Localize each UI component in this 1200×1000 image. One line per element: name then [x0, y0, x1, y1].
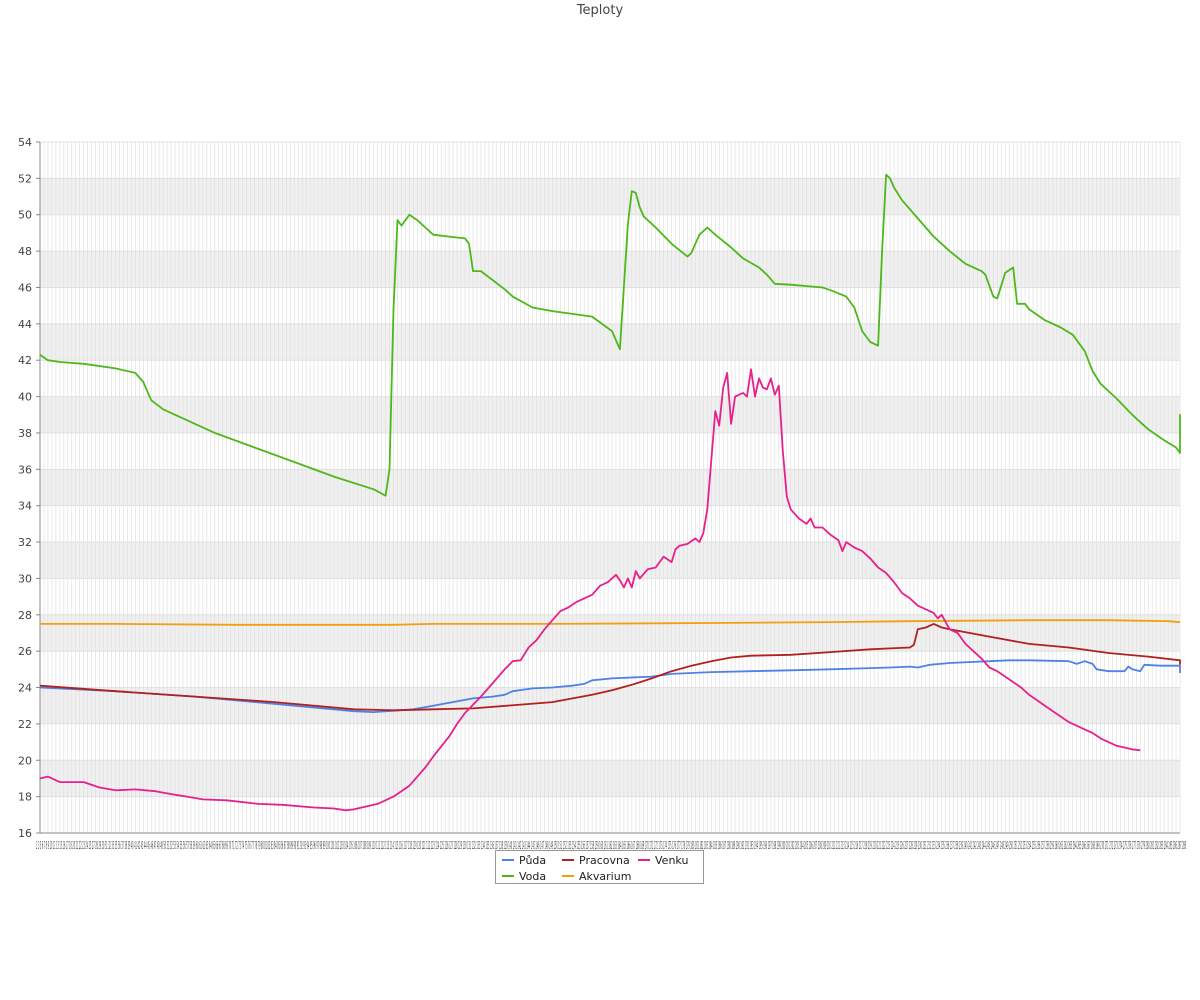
y-tick-label: 42 [18, 354, 32, 367]
legend-label: Pracovna [579, 854, 630, 867]
legend-label: Půda [519, 854, 547, 867]
y-tick-label: 52 [18, 172, 32, 185]
y-tick-label: 46 [18, 281, 32, 294]
y-tick-label: 28 [18, 609, 32, 622]
y-tick-label: 34 [18, 500, 32, 513]
y-tick-label: 18 [18, 791, 32, 804]
chart-axes [39, 142, 1180, 834]
grid-band [40, 542, 1180, 579]
grid-band [40, 760, 1180, 797]
legend-swatch [638, 859, 650, 861]
y-tick-label: 40 [18, 391, 32, 404]
chart-legend: Půda Voda Pracovna Akvarium Venku [495, 850, 704, 884]
y-tick-label: 30 [18, 572, 32, 585]
grid-band [40, 687, 1180, 724]
y-tick-label: 36 [18, 463, 32, 476]
y-gridlines [40, 141, 1180, 834]
legend-label: Akvarium [579, 870, 632, 883]
series-line-3 [40, 619, 1181, 626]
y-tick-label: 50 [18, 209, 32, 222]
legend-item: Akvarium [562, 869, 631, 885]
legend-label: Venku [655, 854, 689, 867]
series-line-2 [39, 623, 1181, 712]
grid-band [40, 251, 1180, 288]
y-tick-label: 44 [18, 318, 32, 331]
y-tick-label: 38 [18, 427, 32, 440]
series-line-1 [39, 173, 1181, 497]
legend-swatch [562, 859, 574, 861]
y-tick-label: 48 [18, 245, 32, 258]
series-line-0 [39, 659, 1181, 713]
legend-label: Voda [519, 870, 547, 883]
legend-swatch [502, 875, 514, 877]
y-tick-label: 22 [18, 718, 32, 731]
grid-band [40, 469, 1180, 506]
chart-bands [40, 178, 1180, 797]
x-tick-labels: 1 3 5 6 7 8 9 10 11 13 15 16 17 18 20 21… [36, 839, 1186, 852]
y-axis-ticks: 16 18 20 22 24 26 28 30 32 34 36 38 40 42 44 46 48 50 52 54 [18, 136, 40, 840]
y-tick-label: 20 [18, 754, 32, 767]
y-tick-label: 32 [18, 536, 32, 549]
series-lines [39, 173, 1181, 812]
series-line-4 [39, 368, 1141, 812]
y-tick-label: 24 [18, 682, 32, 695]
y-tick-label: 54 [18, 136, 32, 149]
grid-band [40, 396, 1180, 433]
legend-swatch [502, 859, 514, 861]
legend-item: Venku [638, 853, 688, 869]
legend-item: Pracovna [562, 853, 630, 869]
legend-item: Půda [502, 853, 546, 869]
legend-swatch [562, 875, 574, 877]
x-gridlines [39, 142, 1181, 833]
grid-band [40, 178, 1180, 215]
y-tick-label: 16 [18, 827, 32, 840]
y-tick-label: 26 [18, 645, 32, 658]
legend-item: Voda [502, 869, 546, 885]
chart-title: Teploty [576, 3, 624, 18]
